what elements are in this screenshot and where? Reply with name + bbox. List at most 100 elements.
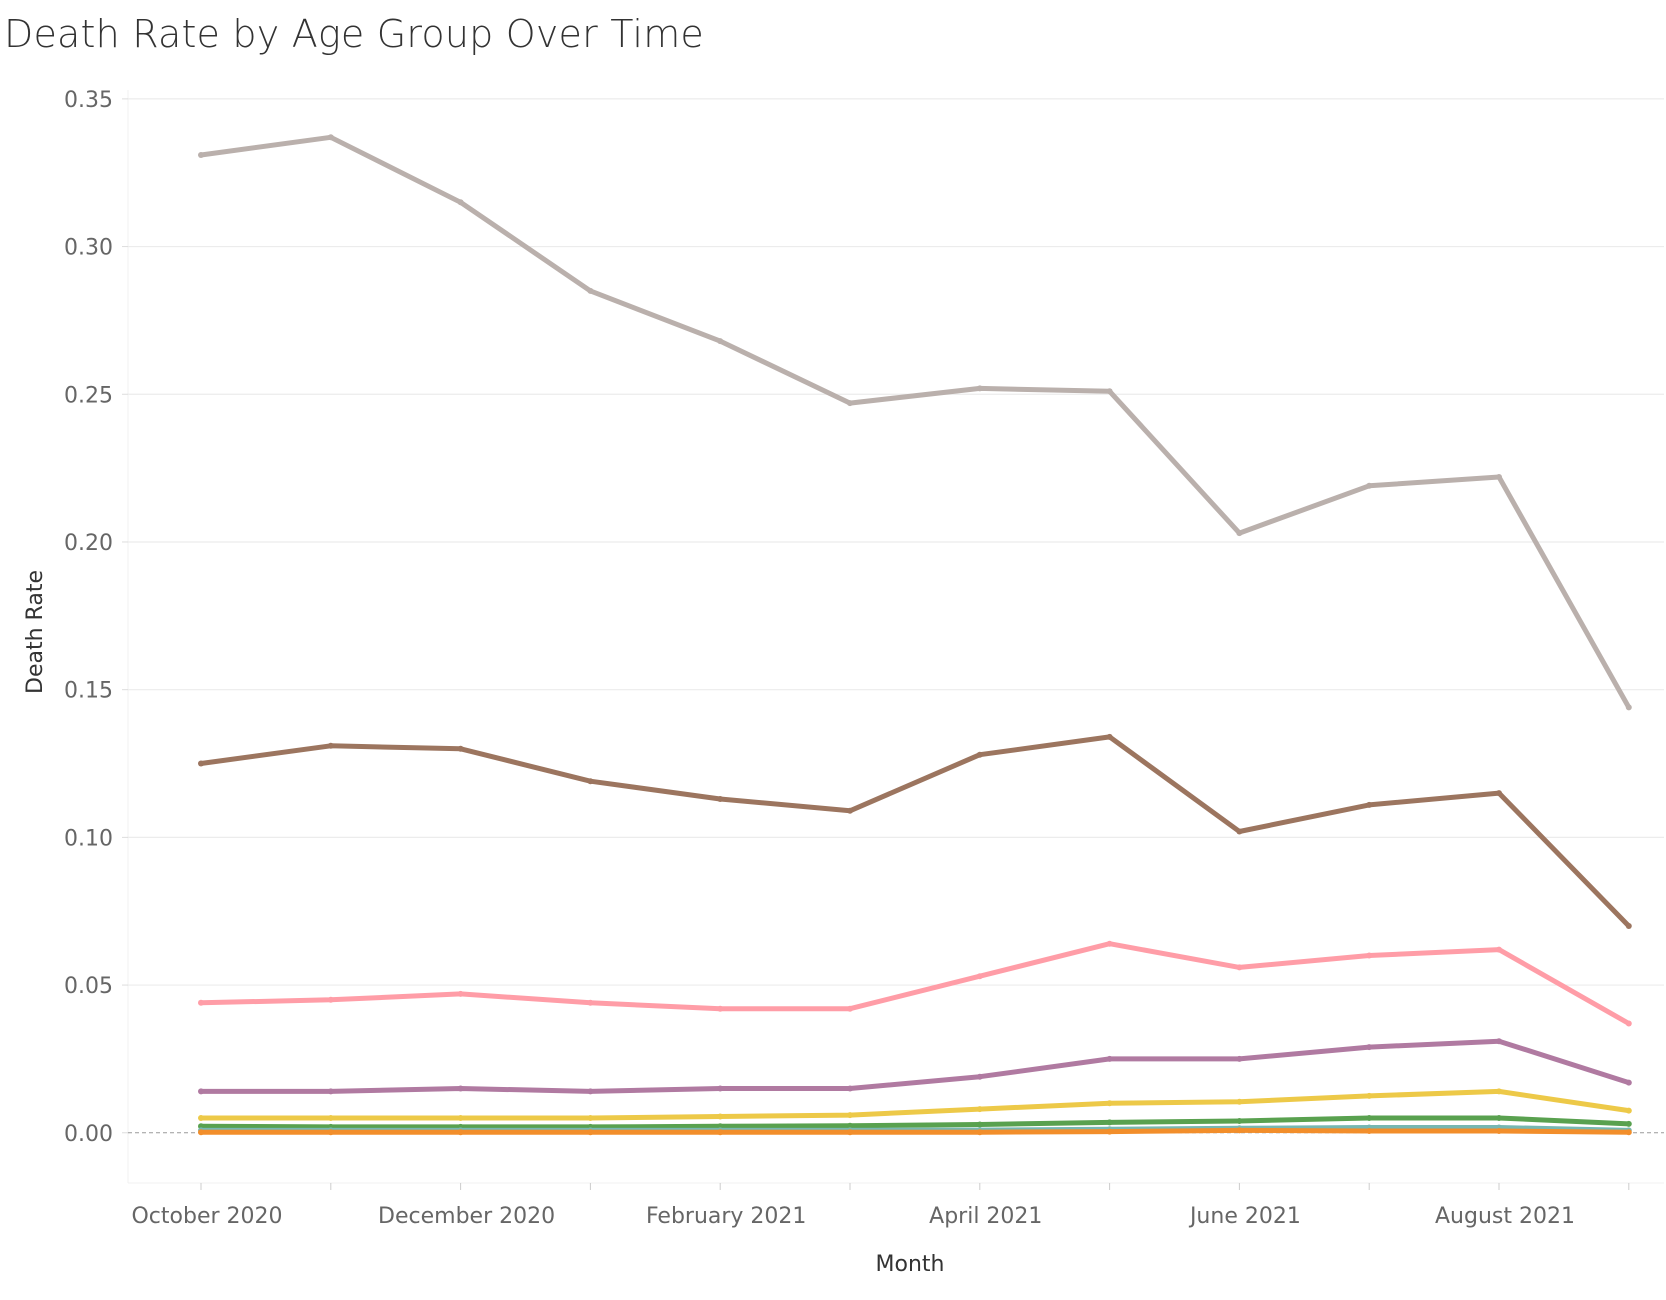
x-tick-label: April 2021 [929, 1204, 1042, 1229]
data-point[interactable] [847, 1085, 853, 1092]
data-point[interactable] [1496, 474, 1502, 480]
data-point[interactable] [1625, 1079, 1632, 1086]
data-point[interactable] [717, 1113, 724, 1120]
data-point[interactable] [976, 973, 983, 980]
series-line[interactable] [198, 1127, 1632, 1135]
x-axis-ticks: October 2020 December 2020 February 2021 Ap… [131, 1183, 1630, 1229]
y-tick-label: 0.35 [64, 88, 113, 113]
data-point[interactable] [1366, 482, 1373, 489]
data-point[interactable] [1496, 1128, 1502, 1134]
data-point[interactable] [976, 1129, 983, 1136]
data-point[interactable] [1236, 964, 1243, 971]
data-point[interactable] [1236, 1098, 1243, 1105]
data-point[interactable] [717, 796, 724, 802]
data-point[interactable] [587, 1088, 594, 1095]
data-point[interactable] [1106, 1055, 1113, 1062]
data-point[interactable] [1236, 1055, 1243, 1062]
data-point[interactable] [847, 400, 853, 407]
data-point[interactable] [1366, 1128, 1373, 1134]
data-point[interactable] [1106, 940, 1113, 947]
data-point[interactable] [1625, 1107, 1632, 1114]
data-point[interactable] [1625, 1129, 1632, 1136]
data-point[interactable] [198, 152, 204, 158]
data-point[interactable] [457, 745, 464, 752]
data-point[interactable] [1366, 1115, 1373, 1121]
data-point[interactable] [976, 1121, 983, 1128]
data-point[interactable] [198, 1088, 204, 1095]
data-point[interactable] [1625, 1020, 1632, 1027]
data-point[interactable] [327, 742, 334, 749]
data-point[interactable] [587, 778, 594, 785]
data-point[interactable] [198, 1115, 204, 1121]
series-8 [198, 1127, 1632, 1136]
data-point[interactable] [1625, 923, 1632, 929]
series-line[interactable] [198, 134, 1632, 710]
data-point[interactable] [976, 1106, 983, 1113]
series-line[interactable] [198, 941, 1632, 1026]
data-point[interactable] [327, 1129, 334, 1136]
series-line[interactable] [198, 734, 1632, 929]
series-4 [198, 1038, 1632, 1095]
data-point[interactable] [847, 1112, 853, 1119]
data-point[interactable] [976, 385, 983, 392]
data-point[interactable] [847, 1005, 853, 1012]
data-point[interactable] [717, 338, 724, 345]
data-point[interactable] [1366, 1044, 1373, 1051]
data-point[interactable] [198, 999, 204, 1006]
series-layer [198, 134, 1632, 1136]
data-point[interactable] [457, 990, 464, 997]
data-point[interactable] [1236, 530, 1243, 537]
data-point[interactable] [587, 287, 594, 294]
data-point[interactable] [847, 1129, 853, 1136]
data-point[interactable] [457, 199, 464, 206]
data-point[interactable] [717, 1085, 724, 1092]
data-point[interactable] [1106, 1128, 1113, 1135]
data-point[interactable] [976, 751, 983, 758]
x-tick-label: June 2021 [1188, 1204, 1301, 1229]
data-point[interactable] [1496, 1115, 1502, 1121]
data-point[interactable] [587, 1129, 594, 1136]
data-point[interactable] [1106, 388, 1113, 395]
data-point[interactable] [847, 807, 853, 814]
series-line[interactable] [198, 1038, 1632, 1094]
data-point[interactable] [327, 996, 334, 1003]
data-point[interactable] [847, 1122, 853, 1129]
data-point[interactable] [976, 1073, 983, 1080]
data-point[interactable] [1625, 704, 1632, 711]
data-point[interactable] [1106, 733, 1113, 740]
data-point[interactable] [1366, 952, 1373, 959]
data-point[interactable] [327, 1088, 334, 1095]
data-point[interactable] [198, 1123, 204, 1130]
data-point[interactable] [1496, 790, 1502, 797]
data-point[interactable] [1366, 801, 1373, 808]
data-point[interactable] [1236, 1118, 1243, 1124]
data-point[interactable] [717, 1129, 724, 1136]
y-tick-label: 0.20 [64, 531, 113, 556]
data-point[interactable] [1106, 1100, 1113, 1107]
data-point[interactable] [198, 760, 204, 767]
series-5 [198, 1088, 1632, 1121]
data-point[interactable] [327, 1115, 334, 1121]
grid-layer [127, 90, 1664, 1184]
data-point[interactable] [717, 1005, 724, 1012]
data-point[interactable] [1496, 1038, 1502, 1045]
data-point[interactable] [587, 999, 594, 1006]
series-line[interactable] [198, 1088, 1632, 1121]
data-point[interactable] [1106, 1119, 1113, 1126]
data-point[interactable] [1625, 1120, 1632, 1127]
y-tick-label: 0.10 [64, 826, 113, 851]
data-point[interactable] [457, 1085, 464, 1092]
data-point[interactable] [1236, 828, 1243, 835]
series-line[interactable] [198, 1115, 1632, 1130]
data-point[interactable] [1236, 1127, 1243, 1134]
data-point[interactable] [717, 1123, 724, 1130]
data-point[interactable] [327, 134, 334, 141]
data-point[interactable] [587, 1115, 594, 1121]
data-point[interactable] [198, 1129, 204, 1136]
data-point[interactable] [457, 1115, 464, 1121]
data-point[interactable] [1366, 1092, 1373, 1099]
data-point[interactable] [1496, 946, 1502, 953]
y-tick-label: 0.30 [64, 236, 113, 261]
data-point[interactable] [457, 1129, 464, 1136]
data-point[interactable] [1496, 1088, 1502, 1095]
